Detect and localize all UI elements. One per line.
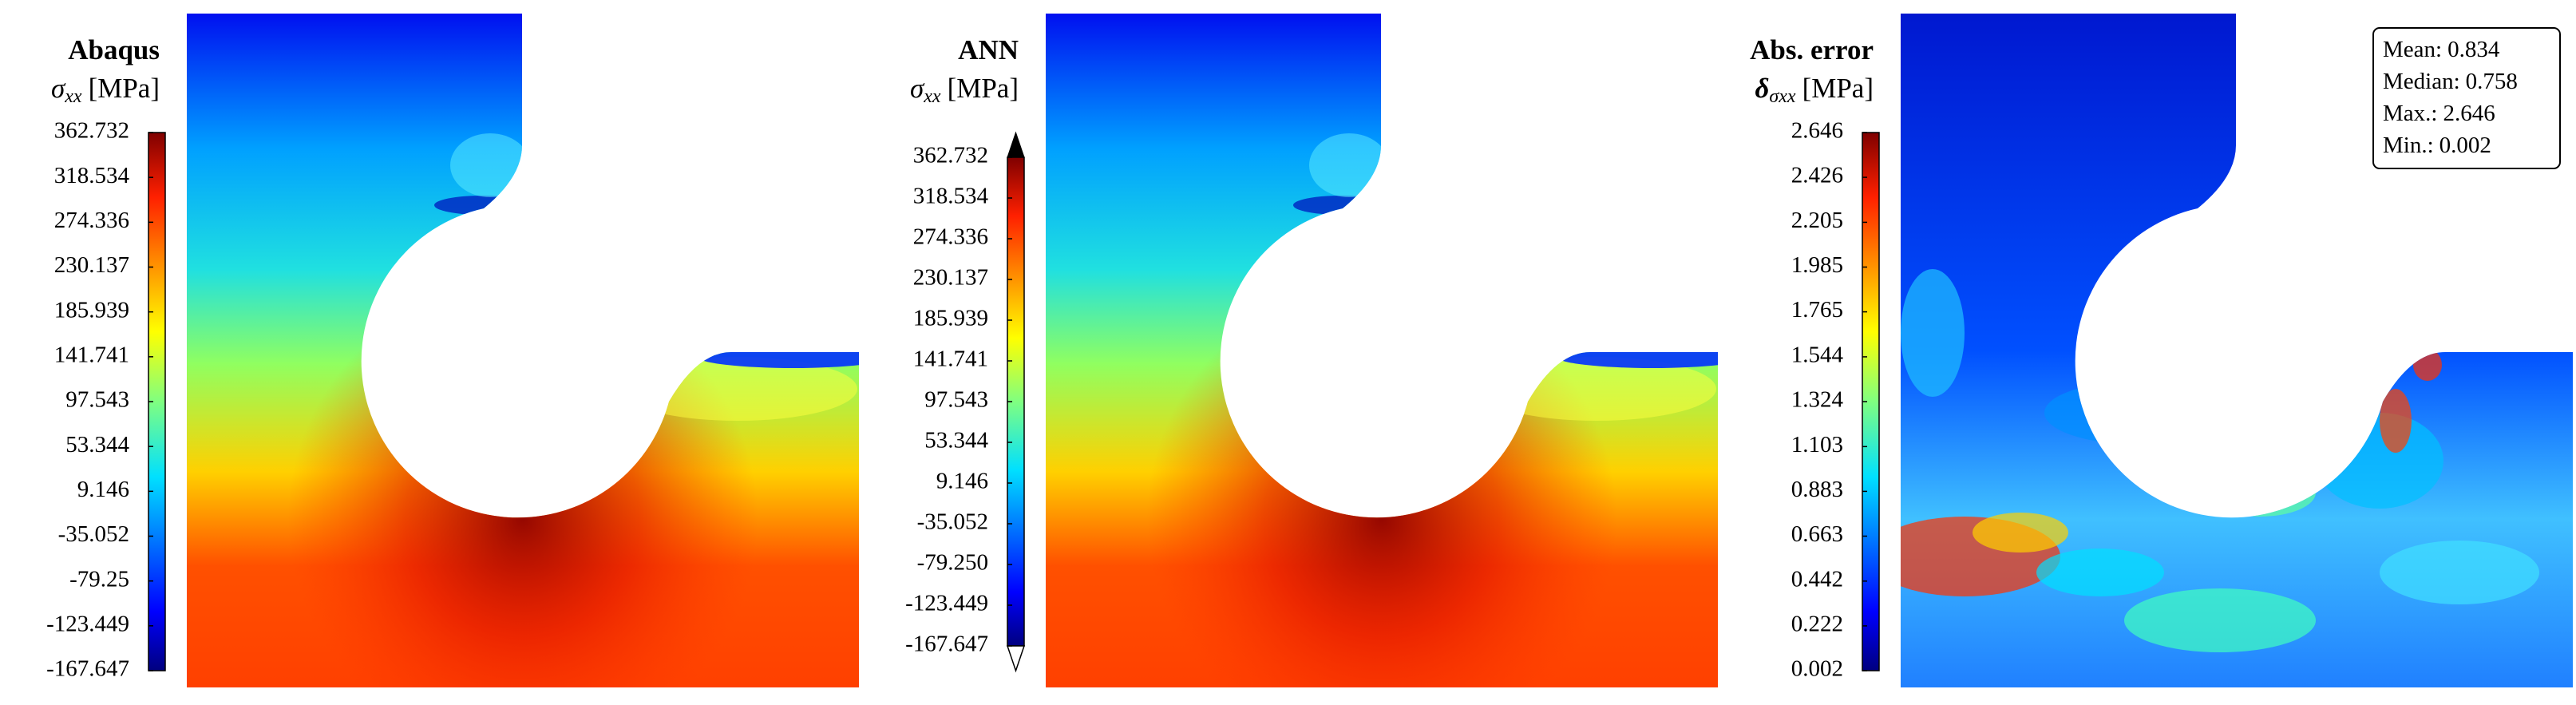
field-spot bbox=[2124, 588, 2316, 652]
colorbar-tick-label: 362.732 bbox=[54, 118, 129, 144]
unit: [MPa] bbox=[1802, 73, 1874, 104]
colorbar-extend-min bbox=[1006, 645, 1026, 673]
field-spot bbox=[2316, 413, 2443, 509]
stat-value: 2.646 bbox=[2443, 101, 2495, 126]
colorbar-tick-label: -79.25 bbox=[69, 566, 129, 592]
field-spot bbox=[450, 133, 530, 197]
colorbar-tick-label: 230.137 bbox=[913, 265, 988, 291]
colorbar-tick-label: 0.442 bbox=[1791, 566, 1843, 592]
colorbar-label: σxx [MPa] bbox=[51, 73, 160, 106]
field-spot bbox=[2380, 389, 2412, 453]
colorbar-tick-label: 318.534 bbox=[913, 184, 989, 209]
colorbar-tick-label: -123.449 bbox=[46, 611, 129, 636]
colorbar-tick-label: 141.741 bbox=[54, 342, 129, 367]
colorbar-tick-label: 0.883 bbox=[1791, 477, 1843, 502]
stat-label: Mean: bbox=[2383, 37, 2442, 62]
field-spot bbox=[2413, 349, 2442, 381]
colorbar-tick-label: -35.052 bbox=[58, 521, 129, 547]
colorbar-extend-max bbox=[1007, 131, 1025, 158]
colorbar-tick-label: -79.250 bbox=[917, 550, 988, 576]
field-spot bbox=[1293, 196, 1389, 215]
colorbar-tick-label: 185.939 bbox=[913, 306, 988, 331]
colorbar-tick-label: 9.146 bbox=[77, 477, 129, 502]
panel: 362.732 318.534 274.336 230.137 185.939 141.7… bbox=[46, 14, 859, 687]
colorbar-tick-label: 53.344 bbox=[924, 428, 988, 453]
symbol: δ bbox=[1755, 73, 1769, 104]
stat-label: Min.: bbox=[2383, 133, 2434, 158]
colorbar-tick-label: 318.534 bbox=[54, 163, 130, 188]
subscript: xx bbox=[923, 86, 941, 107]
field-hot bbox=[1046, 14, 1718, 687]
colorbar-tick-label: 1.765 bbox=[1791, 297, 1843, 323]
colorbar-tick-label: 274.336 bbox=[913, 224, 988, 250]
colorbar-label: σxx [MPa] bbox=[910, 73, 1019, 106]
field bbox=[1046, 14, 1718, 687]
panel: 2.646 2.426 2.205 1.985 1.765 1.544 1.324 1.103… bbox=[1750, 14, 2573, 687]
field-spot bbox=[2036, 549, 2164, 596]
field-spot bbox=[1973, 513, 2068, 553]
colorbar-tick-label: -123.449 bbox=[905, 591, 988, 616]
colorbar-tick-label: 1.324 bbox=[1791, 387, 1844, 413]
colorbar-tick-label: 0.663 bbox=[1791, 521, 1843, 547]
colorbar-tick-label: -35.052 bbox=[917, 509, 988, 535]
colorbar-tick-label: 1.544 bbox=[1791, 343, 1844, 368]
colorbar-tick-label: 2.646 bbox=[1791, 118, 1843, 144]
field-hot bbox=[187, 14, 859, 687]
colorbar-tick-label: -167.647 bbox=[905, 632, 988, 657]
panel-title: Abaqus bbox=[68, 34, 160, 65]
subscript: σxx bbox=[1769, 86, 1795, 107]
colorbar-tick-label: 9.146 bbox=[936, 469, 988, 494]
colorbar-tick-label: 0.222 bbox=[1791, 612, 1843, 637]
stat-line: Max.: 2.646 bbox=[2383, 101, 2495, 126]
field-spot bbox=[698, 346, 859, 368]
field-spot bbox=[2204, 469, 2316, 517]
colorbar-tick-label: 2.205 bbox=[1791, 208, 1843, 233]
colorbar-tick-label: 1.985 bbox=[1791, 252, 1843, 278]
field-spot bbox=[1557, 346, 1718, 368]
field-spot bbox=[2388, 167, 2436, 196]
symbol: σ bbox=[910, 73, 925, 104]
colorbar-tick-label: 185.939 bbox=[54, 297, 129, 323]
field bbox=[187, 14, 859, 687]
unit: [MPa] bbox=[89, 73, 160, 104]
stat-label: Median: bbox=[2383, 69, 2460, 94]
panel-title: Abs. error bbox=[1750, 34, 1874, 65]
field-spot bbox=[2380, 541, 2539, 604]
colorbar-tick-label: 362.732 bbox=[913, 143, 988, 168]
colorbar-tick-label: 1.103 bbox=[1791, 432, 1843, 457]
panel-title: ANN bbox=[958, 34, 1019, 65]
stat-label: Max.: bbox=[2383, 101, 2437, 126]
stat-line: Mean: 0.834 bbox=[2383, 37, 2500, 62]
field-spot bbox=[434, 196, 530, 215]
colorbar-tick-label: 97.543 bbox=[924, 387, 988, 413]
panel: 362.732 318.534 274.336 230.137 185.939 141.7… bbox=[905, 14, 1718, 687]
field-spot bbox=[1309, 133, 1389, 197]
stats-box bbox=[2372, 27, 2561, 169]
stat-value: 0.834 bbox=[2447, 37, 2500, 62]
stat-line: Median: 0.758 bbox=[2383, 69, 2518, 94]
symbol: σ bbox=[51, 73, 66, 104]
colorbar-tick-label: 97.543 bbox=[65, 387, 129, 413]
unit: [MPa] bbox=[948, 73, 1019, 104]
colorbar-tick-label: 141.741 bbox=[913, 347, 988, 372]
colorbar-tick-label: 53.344 bbox=[65, 432, 129, 457]
field-spot bbox=[1901, 269, 1965, 397]
stat-line: Min.: 0.002 bbox=[2383, 133, 2491, 158]
colorbar-tick-label: 230.137 bbox=[54, 252, 129, 278]
colorbar-tick-label: 274.336 bbox=[54, 208, 129, 233]
field-spot bbox=[2316, 202, 2380, 224]
subscript: xx bbox=[64, 86, 82, 107]
colorbar-tick-label: 0.002 bbox=[1791, 656, 1843, 682]
colorbar-tick-label: -167.647 bbox=[46, 656, 129, 682]
colorbar-label: δσxx [MPa] bbox=[1755, 73, 1874, 106]
colorbar-tick-label: 2.426 bbox=[1791, 163, 1843, 188]
stat-value: 0.758 bbox=[2466, 69, 2518, 94]
stat-value: 0.002 bbox=[2439, 133, 2491, 158]
field-spot bbox=[2044, 381, 2236, 445]
